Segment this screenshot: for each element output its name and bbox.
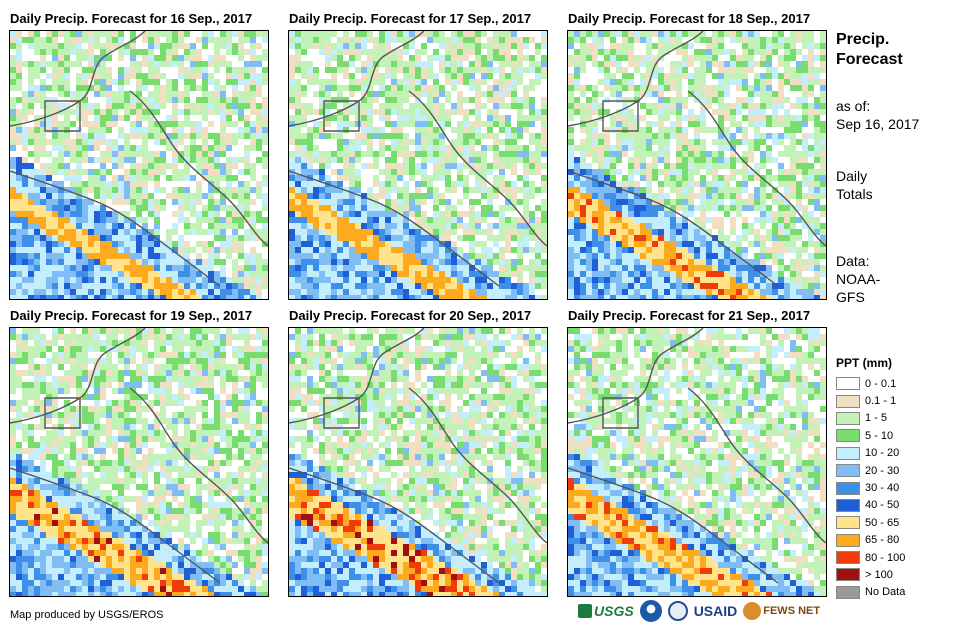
legend-item: 0.1 - 1 — [836, 392, 905, 409]
legend-item: 40 - 50 — [836, 497, 905, 514]
precip-grid — [289, 328, 547, 596]
data-source-block: Data: NOAA- GFS — [836, 252, 880, 306]
legend-label: 0.1 - 1 — [865, 395, 897, 408]
forecast-map-5 — [288, 327, 548, 597]
totals-line1: Daily — [836, 168, 868, 184]
legend-item: No Data — [836, 584, 905, 601]
legend-swatch — [836, 394, 860, 408]
legend-swatch — [836, 585, 860, 599]
side-title-line2: Forecast — [836, 51, 903, 68]
legend-swatch — [836, 464, 860, 478]
usgs-logo-text: USGS — [594, 603, 634, 619]
legend-swatch — [836, 377, 860, 391]
forecast-map-3 — [567, 30, 827, 300]
legend-swatch — [836, 446, 860, 460]
as-of-label: as of: — [836, 98, 871, 114]
coastline — [10, 328, 268, 584]
side-title: Precip. Forecast — [836, 30, 903, 70]
legend-label: 40 - 50 — [865, 499, 900, 512]
panel-title-1: Daily Precip. Forecast for 16 Sep., 2017 — [10, 11, 253, 26]
totals-block: Daily Totals — [836, 167, 873, 203]
data-source-line1: Data: — [836, 253, 870, 269]
coastline — [568, 328, 826, 584]
legend-item: 20 - 30 — [836, 462, 905, 479]
usaid-logo: USAID — [694, 603, 738, 619]
legend-item: > 100 — [836, 566, 905, 583]
fews-net-logo-text: FEWS NET — [763, 605, 821, 617]
fews-net-icon — [743, 602, 762, 620]
legend-swatch — [836, 429, 860, 443]
seal-icon — [667, 601, 688, 621]
panel-title-5: Daily Precip. Forecast for 20 Sep., 2017 — [289, 308, 532, 323]
precip-grid — [568, 31, 826, 299]
legend-swatch — [836, 498, 860, 512]
noaa-icon — [639, 600, 662, 622]
legend-swatch — [836, 551, 860, 565]
legend-label: No Data — [865, 586, 906, 599]
coastline — [289, 31, 547, 287]
legend-label: 10 - 20 — [865, 447, 900, 460]
fews-net-logo: FEWS NET — [743, 602, 820, 620]
precip-grid — [568, 328, 826, 596]
precip-grid — [10, 328, 268, 596]
legend-item: 10 - 20 — [836, 445, 905, 462]
legend-item: 0 - 0.1 — [836, 375, 905, 392]
forecast-map-6 — [567, 327, 827, 597]
legend-item: 80 - 100 — [836, 549, 905, 566]
forecast-map-4 — [9, 327, 269, 597]
panel-title-4: Daily Precip. Forecast for 19 Sep., 2017 — [10, 308, 253, 323]
as-of-date: Sep 16, 2017 — [836, 116, 920, 132]
side-title-line1: Precip. — [836, 31, 890, 48]
panel-title-2: Daily Precip. Forecast for 17 Sep., 2017 — [289, 11, 532, 26]
data-source-line3: GFS — [836, 289, 865, 305]
legend-swatch — [836, 516, 860, 530]
precip-grid — [10, 31, 268, 299]
legend-item: 50 - 65 — [836, 514, 905, 531]
legend-item: 30 - 40 — [836, 479, 905, 496]
legend-item: 1 - 5 — [836, 410, 905, 427]
legend-swatch — [836, 481, 860, 495]
credit-text: Map produced by USGS/EROS — [10, 609, 164, 621]
legend-label: 65 - 80 — [865, 534, 900, 547]
usgs-icon — [578, 604, 592, 618]
precip-grid — [289, 31, 547, 299]
legend-swatch — [836, 533, 860, 547]
legend-swatch — [836, 411, 860, 425]
totals-line2: Totals — [836, 186, 873, 202]
legend-label: 5 - 10 — [865, 429, 894, 442]
agency-logos: USGS USAID FEWS NET — [578, 600, 820, 622]
legend-title: PPT (mm) — [836, 356, 893, 370]
usgs-logo: USGS — [578, 603, 634, 619]
legend-item: 65 - 80 — [836, 532, 905, 549]
legend-item: 5 - 10 — [836, 427, 905, 444]
legend-label: 20 - 30 — [865, 464, 900, 477]
usaid-logo-text: USAID — [693, 603, 738, 619]
panel-title-3: Daily Precip. Forecast for 18 Sep., 2017 — [568, 11, 811, 26]
coastline — [568, 31, 826, 287]
coastline — [289, 328, 547, 584]
panel-title-6: Daily Precip. Forecast for 21 Sep., 2017 — [568, 308, 811, 323]
legend: 0 - 0.1 0.1 - 1 1 - 5 5 - 10 10 - 20 20 - 30 3… — [836, 375, 905, 601]
forecast-map-1 — [9, 30, 269, 300]
legend-label: 80 - 100 — [865, 551, 906, 564]
legend-label: 30 - 40 — [865, 482, 900, 495]
legend-label: > 100 — [865, 568, 893, 581]
data-source-line2: NOAA- — [836, 271, 881, 287]
forecast-map-2 — [288, 30, 548, 300]
legend-label: 50 - 65 — [865, 516, 900, 529]
legend-label: 0 - 0.1 — [865, 377, 897, 390]
legend-label: 1 - 5 — [865, 412, 888, 425]
legend-swatch — [836, 568, 860, 582]
as-of-block: as of: Sep 16, 2017 — [836, 97, 919, 133]
coastline — [10, 31, 268, 287]
